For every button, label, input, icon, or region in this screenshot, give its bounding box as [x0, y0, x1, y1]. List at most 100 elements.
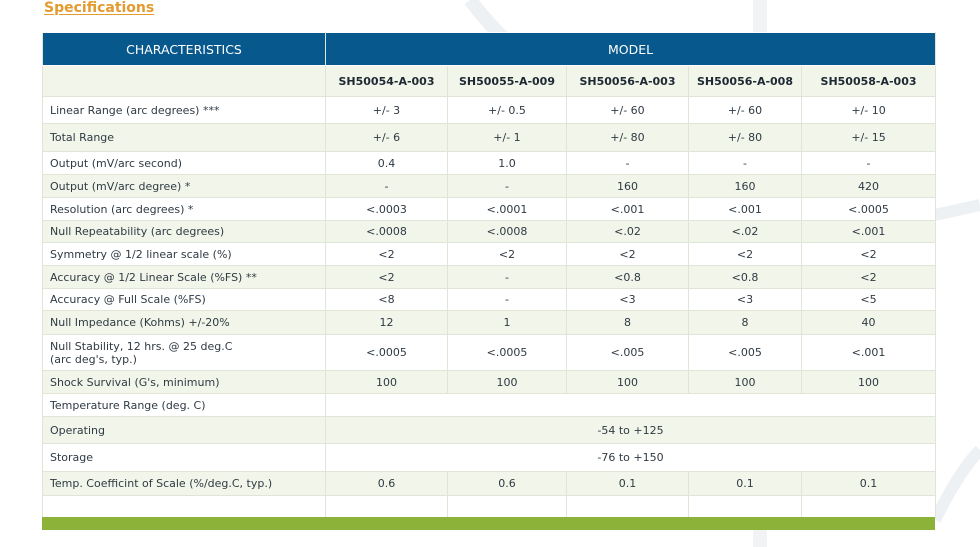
cell-value: <.005 — [688, 334, 802, 371]
row-label: Output (mV/arc degree) * — [42, 174, 326, 198]
cell-value: <2 — [325, 265, 448, 289]
cell-value: 0.6 — [447, 471, 567, 496]
cell-value: <.0008 — [325, 220, 448, 243]
cell-value: 100 — [800, 370, 937, 394]
cell-value: <2 — [325, 242, 448, 266]
row-label: Operating — [42, 416, 326, 444]
characteristics-header: CHARACTERISTICS — [42, 32, 326, 66]
cell-value: <8 — [325, 288, 448, 311]
cell-value: <.02 — [566, 220, 689, 243]
empty-cell — [324, 393, 937, 417]
cell-value: +/- 80 — [688, 123, 802, 152]
cell-value: +/- 80 — [566, 123, 689, 152]
empty-cell — [42, 65, 326, 97]
empty-cell — [800, 495, 937, 518]
cell-value: <.0008 — [447, 220, 567, 243]
row-label: Output (mV/arc second) — [42, 151, 326, 175]
table-row: Linear Range (arc degrees) *** +/- 3 +/-… — [42, 96, 937, 124]
cell-value: -76 to +150 — [324, 443, 937, 472]
table-row: Resolution (arc degrees) * <.0003 <.0001… — [42, 197, 937, 221]
section-heading-link[interactable]: Specifications — [44, 0, 155, 16]
cell-value: 100 — [688, 370, 802, 394]
table-row: Shock Survival (G's, minimum) 100 100 10… — [42, 370, 937, 394]
cell-value: <.02 — [688, 220, 802, 243]
cell-value: <.001 — [800, 334, 937, 371]
cell-value: 100 — [566, 370, 689, 394]
cell-value: <.0005 — [325, 334, 448, 371]
row-label-line: (arc deg's, typ.) — [50, 352, 137, 366]
cell-value: - — [800, 151, 937, 175]
cell-value: <0.8 — [688, 265, 802, 289]
cell-value: <2 — [447, 242, 567, 266]
cell-value: 1 — [447, 310, 567, 335]
row-label: Temperature Range (deg. C) — [42, 393, 326, 417]
cell-value: +/- 3 — [325, 96, 448, 124]
cell-value: <3 — [688, 288, 802, 311]
empty-cell — [688, 495, 802, 518]
cell-value: +/- 10 — [800, 96, 937, 124]
cell-value: <.0005 — [447, 334, 567, 371]
table-row: Null Repeatability (arc degrees) <.0008 … — [42, 220, 937, 243]
table-row: Output (mV/arc second) 0.4 1.0 - - - — [42, 151, 937, 175]
cell-value: - — [325, 174, 448, 198]
cell-value: 160 — [688, 174, 802, 198]
model-name: SH50056-A-008 — [688, 65, 802, 97]
table-row: Output (mV/arc degree) * - - 160 160 420 — [42, 174, 937, 198]
row-label: Null Impedance (Kohms) +/-20% — [42, 310, 326, 335]
model-name: SH50055-A-009 — [447, 65, 567, 97]
cell-value: 100 — [325, 370, 448, 394]
cell-value: 8 — [566, 310, 689, 335]
cell-value: <2 — [688, 242, 802, 266]
model-name: SH50054-A-003 — [325, 65, 448, 97]
cell-value: <2 — [800, 265, 937, 289]
row-label: Linear Range (arc degrees) *** — [42, 96, 326, 124]
model-header: MODEL — [324, 32, 937, 66]
row-label: Accuracy @ 1/2 Linear Scale (%FS) ** — [42, 265, 326, 289]
cell-value: - — [447, 288, 567, 311]
table-row: Null Stability, 12 hrs. @ 25 deg.C (arc … — [42, 334, 937, 371]
cell-value: <3 — [566, 288, 689, 311]
cell-value: 0.1 — [800, 471, 937, 496]
cell-value: - — [688, 151, 802, 175]
cell-value: <2 — [800, 242, 937, 266]
table-row: Storage -76 to +150 — [42, 443, 937, 472]
cell-value: <0.8 — [566, 265, 689, 289]
table-row: Accuracy @ Full Scale (%FS) <8 - <3 <3 <… — [42, 288, 937, 311]
cell-value: <.0005 — [800, 197, 937, 221]
table-row: Accuracy @ 1/2 Linear Scale (%FS) ** <2 … — [42, 265, 937, 289]
row-label: Resolution (arc degrees) * — [42, 197, 326, 221]
cell-value: +/- 6 — [325, 123, 448, 152]
cell-value: - — [566, 151, 689, 175]
cell-value: <.001 — [800, 220, 937, 243]
cell-value: <5 — [800, 288, 937, 311]
cell-value: 8 — [688, 310, 802, 335]
cell-value: <.0001 — [447, 197, 567, 221]
specifications-table: CHARACTERISTICS MODEL SH50054-A-003 SH50… — [42, 32, 937, 518]
cell-value: +/- 0.5 — [447, 96, 567, 124]
table-row: Symmetry @ 1/2 linear scale (%) <2 <2 <2… — [42, 242, 937, 266]
cell-value: +/- 60 — [688, 96, 802, 124]
cell-value: -54 to +125 — [324, 416, 937, 444]
cell-value: +/- 1 — [447, 123, 567, 152]
table-row: Operating -54 to +125 — [42, 416, 937, 444]
empty-cell — [42, 495, 326, 518]
cell-value: 0.1 — [688, 471, 802, 496]
table-header-row: CHARACTERISTICS MODEL — [42, 32, 937, 66]
footer-accent-bar — [42, 517, 935, 530]
table-row: Null Impedance (Kohms) +/-20% 12 1 8 8 4… — [42, 310, 937, 335]
row-label-line: Null Stability, 12 hrs. @ 25 deg.C — [50, 339, 233, 353]
cell-value: <.001 — [688, 197, 802, 221]
row-label: Symmetry @ 1/2 linear scale (%) — [42, 242, 326, 266]
cell-value: <.005 — [566, 334, 689, 371]
empty-cell — [325, 495, 448, 518]
cell-value: 160 — [566, 174, 689, 198]
empty-cell — [447, 495, 567, 518]
cell-value: <2 — [566, 242, 689, 266]
model-name: SH50056-A-003 — [566, 65, 689, 97]
row-label: Null Repeatability (arc degrees) — [42, 220, 326, 243]
cell-value: 100 — [447, 370, 567, 394]
cell-value: 420 — [800, 174, 937, 198]
cell-value: <.001 — [566, 197, 689, 221]
row-label: Storage — [42, 443, 326, 472]
cell-value: +/- 60 — [566, 96, 689, 124]
